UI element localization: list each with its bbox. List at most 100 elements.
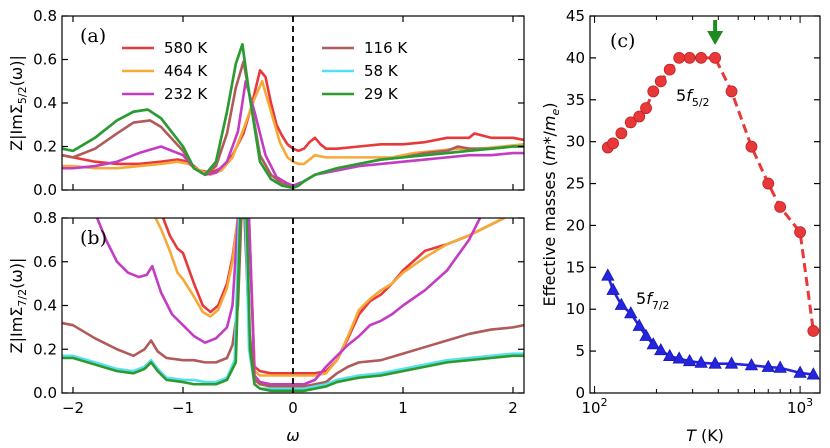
y-tick-label: 10 [566, 300, 585, 318]
y-tick-label: 5 [575, 342, 585, 360]
legend-label: 29 K [364, 85, 399, 103]
y-tick-label: 45 [566, 7, 585, 25]
data-point-5f52 [647, 85, 660, 98]
series-line-464k [62, 79, 524, 177]
y-tick-label: 30 [566, 133, 585, 151]
x-axis-label-unit: (K) [696, 426, 724, 445]
y-axis-label-part: m [540, 144, 559, 160]
y-axis-label-part: ) [540, 102, 559, 108]
data-point-5f52 [615, 127, 628, 140]
x-tick-label: 103 [787, 396, 813, 417]
y-tick-label: 0.6 [33, 51, 57, 69]
data-point-5f52 [794, 226, 806, 239]
series-line-232k [95, 218, 482, 386]
x-axis-label: T (K) [686, 426, 724, 445]
data-point-5f72 [694, 355, 708, 368]
y-tick-label: 35 [566, 91, 585, 109]
x-axis-label: ω [286, 426, 299, 445]
data-point-5f52 [725, 85, 738, 98]
y-axis-label-part: Z|Im [7, 317, 26, 354]
series-label-subscript: 5/2 [692, 96, 710, 109]
series-group [62, 218, 524, 393]
data-point-5f72 [639, 328, 653, 341]
series-label-part: f [646, 289, 654, 308]
plot-frame [589, 15, 821, 394]
y-tick-label: 15 [566, 258, 585, 276]
data-point-5f72 [614, 297, 629, 310]
data-point-5f52 [673, 51, 686, 64]
y-axis-label: Z|ImΣ5/2(ω)| [7, 55, 29, 151]
data-point-5f52 [683, 51, 696, 64]
y-axis-label-part: Σ [7, 307, 26, 317]
series-label-part: 5 [636, 289, 646, 308]
data-point-5f52 [654, 75, 667, 88]
data-point-5f52 [774, 201, 787, 213]
y-axis-label-part: (ω)| [7, 55, 26, 86]
y-tick-label: 0.8 [33, 7, 57, 25]
y-tick-label: 20 [566, 216, 585, 234]
y-tick-label: 25 [566, 175, 585, 193]
data-point-5f52 [762, 177, 775, 190]
x-tick-exponent: 3 [806, 396, 813, 409]
x-tick-label: 0 [288, 399, 298, 417]
y-axis-label-part: Σ [7, 104, 26, 114]
legend: 580 K 464 K 232 K 116 K 58 K 29 K [122, 39, 408, 103]
data-point-5f72 [606, 282, 620, 295]
data-point-5f72 [672, 351, 686, 364]
data-point-5f52 [640, 102, 652, 115]
x-tick-label: 1 [398, 399, 408, 417]
panel-label: (b) [80, 227, 107, 249]
data-point-5f52 [807, 325, 820, 337]
legend-label: 464 K [164, 62, 208, 80]
data-point-5f72 [624, 306, 638, 319]
x-tick-label: −1 [172, 399, 194, 417]
series-line-464k [154, 218, 506, 377]
data-point-5f72 [806, 367, 820, 380]
legend-label: 116 K [364, 39, 408, 57]
data-point-5f52 [624, 116, 637, 129]
data-point-5f72 [601, 268, 615, 281]
series-label-part: 5 [676, 86, 686, 105]
legend-label: 232 K [164, 85, 208, 103]
panel-label: (a) [80, 25, 106, 47]
data-point-5f72 [708, 356, 722, 369]
data-point-5f72 [773, 360, 787, 373]
down-arrow-icon [707, 31, 724, 45]
x-tick-label: −2 [62, 399, 84, 417]
data-point-5f72 [724, 356, 739, 369]
y-axis-label-part: m [540, 115, 559, 131]
panel-a: 0.0 0.2 0.4 0.6 0.8 Z|ImΣ5/2(ω)| (a) 580 K 464 K… [7, 7, 525, 199]
panel-b: −2 −1 0 1 2 0.0 0.2 0.4 0.6 0.8 Z|ImΣ7/2(ω)| ω (b) [7, 209, 525, 445]
data-point-5f72 [793, 365, 807, 378]
y-tick-label: 0.0 [33, 181, 57, 199]
data-point-5f52 [663, 63, 676, 76]
legend-label: 58 K [364, 62, 399, 80]
series-group [62, 42, 524, 190]
series-line-580k [62, 69, 524, 174]
y-axis-label-subscript: 7/2 [16, 289, 29, 307]
data-point-5f72 [663, 348, 677, 362]
series-label-5f72: 5f7/2 [636, 289, 670, 312]
series-line-29k [62, 218, 524, 393]
data-group [601, 51, 820, 380]
series-line-116k [62, 60, 524, 190]
data-point-5f52 [745, 140, 758, 153]
y-axis-label-subscript: 5/2 [16, 86, 29, 104]
y-tick-label: 0.6 [33, 253, 57, 271]
series-label-part: f [686, 86, 694, 105]
series-line-29k [62, 42, 524, 190]
y-axis-label-subscript: e [549, 108, 562, 115]
y-tick-label: 0.2 [33, 340, 57, 358]
y-tick-label: 0.4 [33, 94, 57, 112]
x-axis-label-var: T [686, 426, 697, 445]
data-point-5f72 [744, 358, 759, 371]
x-tick-label: 102 [582, 396, 608, 417]
y-tick-label: 0.0 [33, 384, 57, 402]
series-label-5f52: 5f5/2 [676, 86, 710, 109]
data-point-5f52 [607, 137, 619, 150]
panel-label: (c) [610, 30, 635, 52]
legend-label: 580 K [164, 39, 208, 57]
x-tick-exponent: 2 [601, 396, 608, 409]
data-point-5f52 [633, 110, 646, 123]
